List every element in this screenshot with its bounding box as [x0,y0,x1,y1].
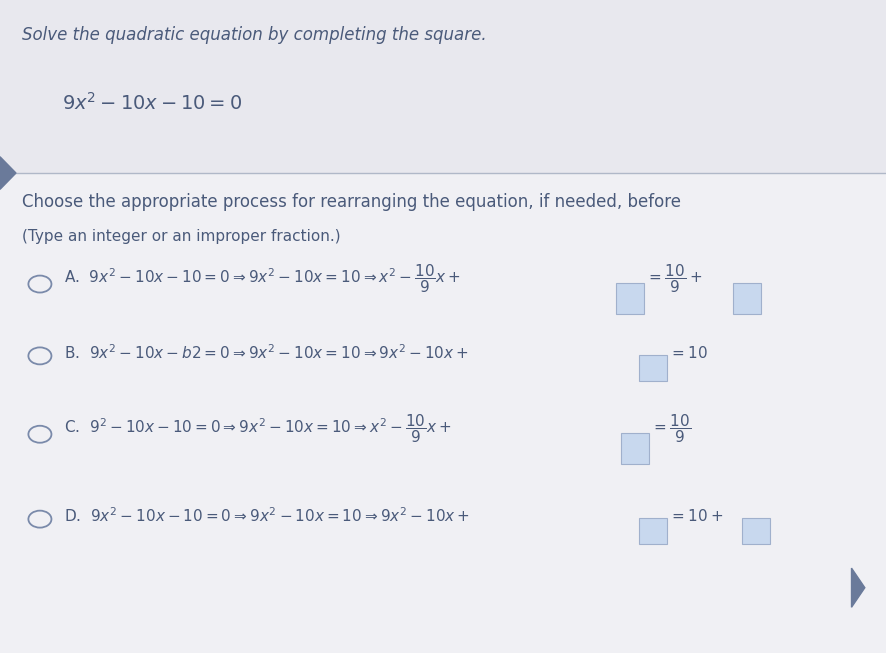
Text: $9x^2 - 10x - 10 = 0$: $9x^2 - 10x - 10 = 0$ [62,91,242,114]
Text: $= \dfrac{10}{9} +$: $= \dfrac{10}{9} +$ [645,263,701,295]
Text: (Type an integer or an improper fraction.): (Type an integer or an improper fraction… [22,229,340,244]
Text: $= 10 +$: $= 10 +$ [668,508,722,524]
Text: $= 10$: $= 10$ [668,345,707,360]
FancyBboxPatch shape [620,433,649,464]
FancyBboxPatch shape [0,0,886,173]
FancyBboxPatch shape [638,518,666,544]
Text: Solve the quadratic equation by completing the square.: Solve the quadratic equation by completi… [22,26,486,44]
Text: $= \dfrac{10}{9}$: $= \dfrac{10}{9}$ [650,413,690,445]
Text: Choose the appropriate process for rearranging the equation, if needed, before: Choose the appropriate process for rearr… [22,193,680,211]
Text: A.  $9x^2 - 10x - 10 = 0 \Rightarrow 9x^2 - 10x = 10 \Rightarrow x^2 - \dfrac{10: A. $9x^2 - 10x - 10 = 0 \Rightarrow 9x^2… [64,263,461,295]
FancyBboxPatch shape [615,283,643,314]
FancyBboxPatch shape [638,355,666,381]
Polygon shape [0,157,16,189]
Text: B.  $9x^2 - 10x - b2 = 0 \Rightarrow 9x^2 - 10x = 10 \Rightarrow 9x^2 - 10x +$: B. $9x^2 - 10x - b2 = 0 \Rightarrow 9x^2… [64,343,468,362]
FancyBboxPatch shape [732,283,760,314]
Text: C.  $9^2 - 10x - 10 = 0 \Rightarrow 9x^2 - 10x = 10 \Rightarrow x^2 - \dfrac{10}: C. $9^2 - 10x - 10 = 0 \Rightarrow 9x^2 … [64,413,451,445]
Polygon shape [851,568,864,607]
Text: D.  $9x^2 - 10x - 10 = 0 \Rightarrow 9x^2 - 10x = 10 \Rightarrow 9x^2 - 10x +$: D. $9x^2 - 10x - 10 = 0 \Rightarrow 9x^2… [64,507,470,525]
FancyBboxPatch shape [741,518,769,544]
